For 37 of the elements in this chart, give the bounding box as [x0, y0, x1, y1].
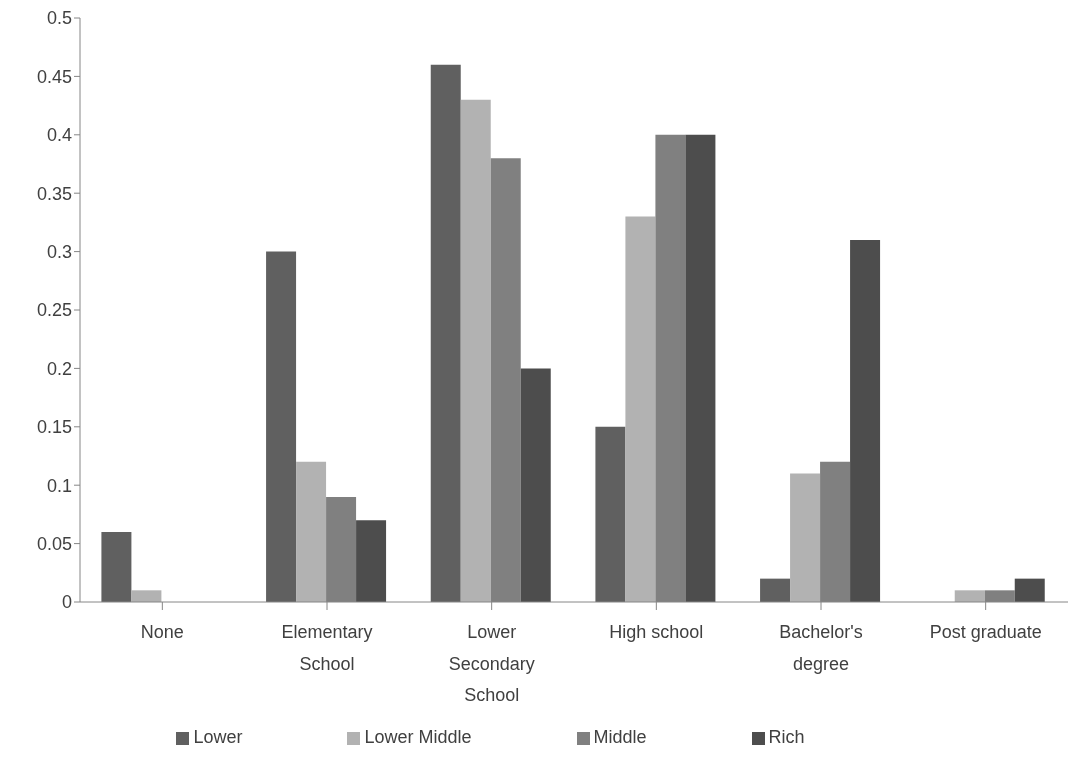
x-tick-label: Elementary School: [281, 622, 373, 674]
x-tick-label: None: [140, 622, 184, 642]
bar: [760, 578, 791, 602]
bar: [460, 99, 491, 602]
bar: [520, 368, 551, 602]
x-tick-label: Lower Secondary School: [448, 622, 535, 705]
bar: [266, 251, 297, 602]
bar: [954, 590, 985, 602]
y-tick-label: 0: [61, 592, 72, 613]
y-tick-label: 0.4: [46, 125, 72, 146]
bar: [685, 134, 716, 602]
y-tick-label: 0.2: [46, 358, 72, 379]
legend-label: Rich: [768, 727, 805, 747]
y-tick-label: 0.3: [46, 241, 72, 262]
legend-label: Lower Middle: [364, 727, 472, 747]
bar: [625, 216, 656, 602]
legend-label: Lower: [193, 727, 243, 747]
x-tick-label: Post graduate: [929, 622, 1042, 642]
x-tick-label: High school: [609, 622, 704, 642]
bar: [850, 239, 881, 602]
y-tick-label: 0.35: [36, 183, 72, 204]
bar: [430, 64, 461, 602]
legend-label: Middle: [593, 727, 647, 747]
bar: [356, 520, 387, 602]
x-tick-label: Bachelor's degree: [779, 622, 863, 674]
y-tick-label: 0.25: [36, 300, 72, 321]
y-tick-label: 0.5: [46, 8, 72, 29]
y-tick-label: 0.1: [46, 475, 72, 496]
bar: [1014, 578, 1045, 602]
y-tick-label: 0.15: [36, 417, 72, 438]
bar: [101, 531, 132, 602]
bar: [595, 426, 626, 602]
bar: [296, 461, 327, 602]
y-tick-label: 0.05: [36, 533, 72, 554]
bar: [131, 590, 162, 602]
y-tick-label: 0.45: [36, 66, 72, 87]
bar: [790, 473, 821, 602]
